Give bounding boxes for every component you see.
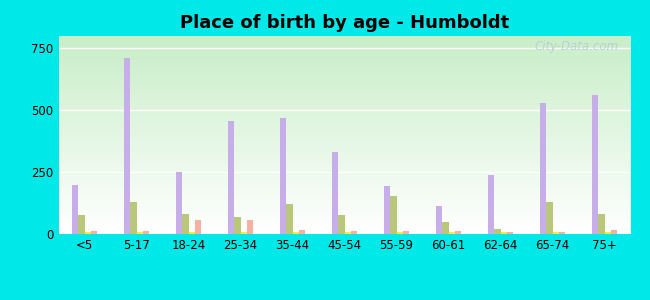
Bar (130, 202, 136, 234)
Bar (286, 204, 292, 234)
Bar (247, 220, 253, 234)
Bar (299, 230, 305, 234)
Bar (611, 230, 617, 234)
Bar (228, 122, 234, 234)
Bar (390, 196, 396, 234)
Bar (188, 232, 195, 234)
Bar (448, 232, 455, 234)
Bar (384, 186, 390, 234)
Bar (546, 202, 552, 234)
Bar (143, 231, 149, 234)
Bar (280, 118, 286, 234)
Bar (592, 95, 598, 234)
Bar (598, 214, 604, 234)
Bar (396, 232, 403, 234)
Bar (124, 58, 130, 234)
Bar (182, 214, 188, 234)
Bar (292, 232, 299, 234)
Bar (494, 229, 500, 234)
Bar (455, 231, 461, 234)
Text: City-Data.com: City-Data.com (535, 40, 619, 53)
Bar (332, 152, 338, 234)
Bar (78, 215, 84, 234)
Bar (540, 103, 546, 234)
Bar (344, 232, 351, 234)
Bar (91, 231, 97, 234)
Bar (84, 232, 91, 234)
Bar (72, 184, 78, 234)
Bar (604, 232, 611, 234)
Bar (436, 206, 442, 234)
Legend: Born in state of residence, Born in other state, Native, outside of US, Foreign-: Born in state of residence, Born in othe… (51, 297, 638, 300)
Bar (403, 231, 409, 234)
Title: Place of birth by age - Humboldt: Place of birth by age - Humboldt (180, 14, 509, 32)
Bar (488, 175, 494, 234)
Bar (552, 232, 559, 234)
Bar (559, 232, 565, 234)
Bar (351, 231, 357, 234)
Bar (176, 172, 182, 234)
Bar (442, 222, 448, 234)
Bar (338, 215, 344, 234)
Bar (507, 232, 513, 234)
Bar (234, 217, 240, 234)
Bar (195, 220, 201, 234)
Bar (136, 232, 143, 234)
Bar (500, 232, 507, 234)
Bar (240, 232, 247, 234)
